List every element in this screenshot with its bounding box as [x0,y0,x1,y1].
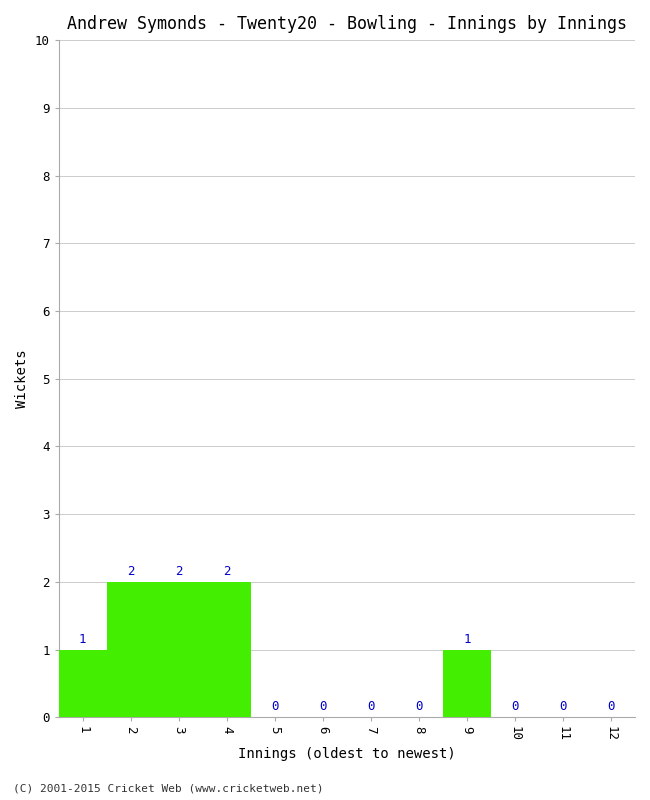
Text: 2: 2 [223,565,231,578]
Text: 0: 0 [367,700,374,714]
Text: 1: 1 [463,633,471,646]
Text: 0: 0 [511,700,519,714]
Title: Andrew Symonds - Twenty20 - Bowling - Innings by Innings: Andrew Symonds - Twenty20 - Bowling - In… [67,15,627,33]
Y-axis label: Wickets: Wickets [15,350,29,408]
Text: 2: 2 [175,565,183,578]
Bar [155,582,203,718]
Text: 0: 0 [271,700,278,714]
Bar [58,650,107,718]
Text: 0: 0 [319,700,326,714]
Bar [443,650,491,718]
Text: 0: 0 [559,700,567,714]
Text: 0: 0 [415,700,423,714]
Bar [203,582,251,718]
X-axis label: Innings (oldest to newest): Innings (oldest to newest) [238,747,456,761]
Bar [107,582,155,718]
Text: 0: 0 [607,700,615,714]
Text: (C) 2001-2015 Cricket Web (www.cricketweb.net): (C) 2001-2015 Cricket Web (www.cricketwe… [13,784,324,794]
Text: 1: 1 [79,633,86,646]
Text: 2: 2 [127,565,135,578]
